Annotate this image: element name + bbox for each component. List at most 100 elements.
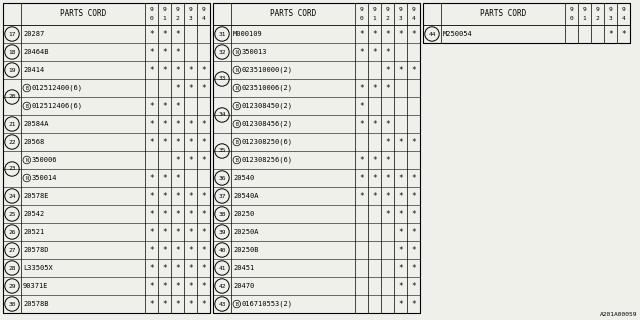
Text: *: *: [398, 138, 403, 147]
Text: 9: 9: [163, 7, 166, 12]
Text: 0: 0: [360, 16, 364, 21]
Text: *: *: [149, 101, 154, 110]
Text: 38: 38: [218, 212, 226, 217]
Text: N: N: [236, 68, 238, 73]
Text: 20542: 20542: [23, 211, 44, 217]
Text: 3: 3: [189, 16, 193, 21]
Bar: [423, 3, 630, 43]
Text: *: *: [411, 66, 416, 75]
Text: 19: 19: [8, 68, 16, 73]
Text: *: *: [149, 47, 154, 57]
Text: 17: 17: [8, 31, 16, 36]
Text: *: *: [359, 84, 364, 92]
Text: *: *: [149, 245, 154, 254]
Text: 20250: 20250: [233, 211, 254, 217]
Text: *: *: [372, 173, 377, 182]
Text: *: *: [201, 263, 206, 273]
Text: *: *: [162, 119, 167, 129]
Text: PARTS CORD: PARTS CORD: [270, 10, 316, 19]
Text: *: *: [411, 210, 416, 219]
Text: N: N: [26, 157, 28, 163]
Text: *: *: [411, 263, 416, 273]
Text: 33: 33: [218, 76, 226, 82]
Text: *: *: [162, 300, 167, 308]
Text: M250054: M250054: [443, 31, 473, 37]
Text: *: *: [175, 84, 180, 92]
Text: *: *: [201, 119, 206, 129]
Text: 2: 2: [386, 16, 389, 21]
Text: *: *: [359, 173, 364, 182]
Text: 31: 31: [218, 31, 226, 36]
Text: 1: 1: [582, 16, 586, 21]
Bar: [3, 3, 210, 313]
Text: *: *: [359, 156, 364, 164]
Text: PARTS CORD: PARTS CORD: [60, 10, 106, 19]
Text: *: *: [162, 245, 167, 254]
Text: 36: 36: [218, 175, 226, 180]
Text: *: *: [385, 173, 390, 182]
Text: 9: 9: [582, 7, 586, 12]
Text: *: *: [398, 210, 403, 219]
Text: *: *: [201, 300, 206, 308]
Text: 012308256(6): 012308256(6): [241, 157, 292, 163]
Text: 012512400(6): 012512400(6): [31, 85, 82, 91]
Text: *: *: [201, 191, 206, 201]
Text: *: *: [149, 210, 154, 219]
Text: *: *: [175, 228, 180, 236]
Text: 30: 30: [8, 301, 16, 307]
Text: 29: 29: [8, 284, 16, 289]
Text: *: *: [175, 119, 180, 129]
Text: *: *: [162, 173, 167, 182]
Text: B: B: [236, 140, 238, 145]
Text: *: *: [175, 282, 180, 291]
Text: PARTS CORD: PARTS CORD: [480, 10, 526, 19]
Text: *: *: [188, 210, 193, 219]
Text: *: *: [411, 245, 416, 254]
Text: 24: 24: [8, 194, 16, 198]
Text: *: *: [175, 191, 180, 201]
Text: *: *: [175, 66, 180, 75]
Text: *: *: [175, 156, 180, 164]
Text: *: *: [149, 282, 154, 291]
Text: 20250A: 20250A: [233, 229, 259, 235]
Text: *: *: [175, 47, 180, 57]
Text: 20287: 20287: [23, 31, 44, 37]
Text: *: *: [149, 173, 154, 182]
Text: *: *: [149, 228, 154, 236]
Text: *: *: [359, 191, 364, 201]
Text: B: B: [26, 85, 28, 91]
Text: *: *: [175, 263, 180, 273]
Text: 20584A: 20584A: [23, 121, 49, 127]
Text: B: B: [236, 157, 238, 163]
Text: *: *: [411, 173, 416, 182]
Text: *: *: [398, 263, 403, 273]
Text: *: *: [201, 66, 206, 75]
Text: *: *: [162, 66, 167, 75]
Text: 012308450(2): 012308450(2): [241, 103, 292, 109]
Text: 023510000(2): 023510000(2): [241, 67, 292, 73]
Text: 26: 26: [8, 229, 16, 235]
Text: *: *: [162, 29, 167, 38]
Text: *: *: [188, 300, 193, 308]
Text: 20470: 20470: [233, 283, 254, 289]
Text: 35: 35: [218, 148, 226, 154]
Text: *: *: [398, 66, 403, 75]
Text: 20250B: 20250B: [233, 247, 259, 253]
Text: 012308456(2): 012308456(2): [241, 121, 292, 127]
Text: 90371E: 90371E: [23, 283, 49, 289]
Text: 20578D: 20578D: [23, 247, 49, 253]
Text: *: *: [372, 29, 377, 38]
Text: *: *: [608, 29, 613, 38]
Text: 20451: 20451: [233, 265, 254, 271]
Text: *: *: [359, 101, 364, 110]
Text: *: *: [359, 47, 364, 57]
Text: *: *: [162, 191, 167, 201]
Text: 350014: 350014: [31, 175, 56, 181]
Text: *: *: [175, 138, 180, 147]
Text: *: *: [175, 245, 180, 254]
Text: *: *: [621, 29, 626, 38]
Text: 9: 9: [596, 7, 600, 12]
Text: *: *: [188, 84, 193, 92]
Text: N: N: [26, 175, 28, 180]
Text: 22: 22: [8, 140, 16, 145]
